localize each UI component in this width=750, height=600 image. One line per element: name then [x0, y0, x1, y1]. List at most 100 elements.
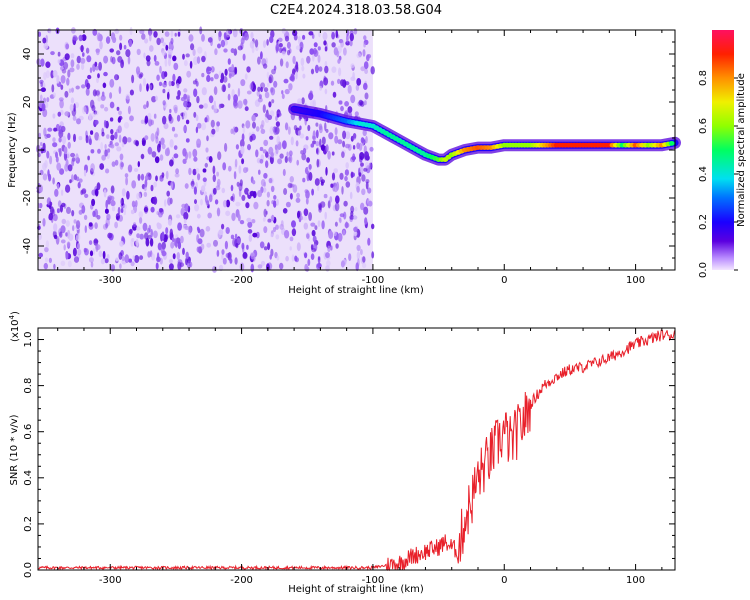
noise-speckle [267, 242, 271, 251]
noise-speckle [295, 61, 299, 70]
noise-speckle [92, 28, 98, 36]
snr-multiplier-suffix: ) [10, 311, 21, 315]
noise-speckle [350, 205, 355, 213]
noise-speckle [94, 222, 98, 230]
noise-speckle [222, 76, 228, 83]
noise-speckle [90, 130, 94, 135]
noise-speckle [184, 60, 188, 67]
noise-speckle [257, 56, 261, 65]
noise-speckle [116, 50, 121, 56]
noise-speckle [246, 217, 252, 223]
noise-speckle [91, 198, 96, 207]
noise-speckle [127, 164, 133, 173]
noise-speckle [297, 130, 301, 136]
noise-speckle [287, 49, 291, 56]
snr-multiplier-label: (x104) [8, 311, 21, 342]
noise-speckle [330, 183, 334, 188]
noise-speckle [186, 262, 191, 269]
noise-speckle [99, 40, 103, 50]
noise-speckle [308, 171, 313, 181]
noise-speckle [100, 258, 105, 265]
noise-speckle [241, 194, 246, 201]
noise-speckle [200, 243, 205, 250]
noise-speckle [223, 48, 228, 53]
noise-speckle [132, 255, 135, 261]
noise-speckle [284, 156, 288, 163]
noise-speckle [75, 85, 80, 90]
noise-speckle [181, 203, 187, 208]
noise-speckle [197, 173, 201, 181]
noise-speckle [48, 213, 54, 221]
noise-speckle [306, 55, 311, 64]
noise-speckle [230, 234, 235, 240]
noise-speckle [185, 138, 190, 143]
noise-speckle [331, 42, 336, 48]
noise-speckle [216, 121, 221, 127]
noise-speckle [69, 104, 74, 112]
noise-speckle [169, 159, 174, 167]
noise-speckle [92, 248, 96, 256]
noise-speckle [266, 191, 270, 198]
noise-speckle [204, 162, 208, 168]
noise-speckle [303, 208, 309, 217]
noise-speckle [165, 227, 169, 235]
noise-speckle [103, 55, 109, 64]
noise-speckle [153, 113, 157, 119]
noise-speckle [40, 58, 45, 67]
noise-speckle [185, 53, 190, 58]
noise-speckle [156, 223, 162, 230]
noise-speckle [195, 114, 199, 122]
noise-speckle [142, 222, 148, 232]
noise-speckle [242, 98, 248, 105]
spectrogram-x-ticks: -300 -200 -100 0 100 [57, 30, 663, 286]
noise-speckle [102, 250, 106, 260]
noise-speckle [347, 84, 352, 94]
noise-speckle [345, 131, 351, 140]
noise-speckle [358, 99, 364, 106]
noise-speckle [235, 242, 239, 249]
noise-speckle [340, 105, 344, 112]
noise-speckle [275, 234, 280, 240]
noise-speckle [129, 27, 133, 36]
noise-speckle [361, 262, 367, 269]
noise-speckle [355, 262, 359, 272]
noise-speckle [345, 181, 351, 188]
noise-speckle [242, 53, 246, 61]
noise-speckle [84, 193, 89, 198]
noise-speckle [334, 202, 340, 212]
noise-speckle [270, 87, 276, 96]
noise-speckle [296, 192, 300, 198]
noise-speckle [245, 202, 250, 209]
noise-speckle [353, 231, 358, 237]
noise-speckle [360, 137, 365, 144]
noise-speckle [53, 223, 58, 232]
noise-speckle [331, 31, 335, 40]
noise-speckle [68, 233, 74, 241]
noise-speckle [196, 122, 202, 129]
colorbar-label: Normalized spectral amplitude [736, 73, 747, 227]
noise-speckle [170, 241, 175, 249]
noise-speckle [67, 260, 72, 268]
noise-speckle [352, 145, 356, 150]
noise-speckle [149, 82, 154, 91]
noise-speckle [168, 116, 174, 124]
noise-speckle [60, 260, 66, 266]
noise-speckle [163, 123, 169, 130]
noise-speckle [296, 242, 301, 252]
noise-speckle [162, 88, 166, 94]
noise-speckle [281, 93, 285, 100]
noise-speckle [75, 235, 79, 241]
noise-speckle [47, 127, 53, 132]
noise-speckle [346, 33, 349, 43]
noise-speckle [96, 182, 101, 191]
noise-speckle [88, 113, 92, 121]
noise-speckle [296, 159, 300, 166]
noise-speckle [109, 101, 115, 109]
noise-speckle [338, 217, 342, 222]
noise-speckle [149, 45, 154, 52]
noise-speckle [222, 200, 228, 208]
noise-speckle [212, 265, 217, 273]
noise-speckle [232, 28, 238, 38]
noise-speckle [177, 241, 182, 250]
noise-speckle [161, 143, 166, 150]
